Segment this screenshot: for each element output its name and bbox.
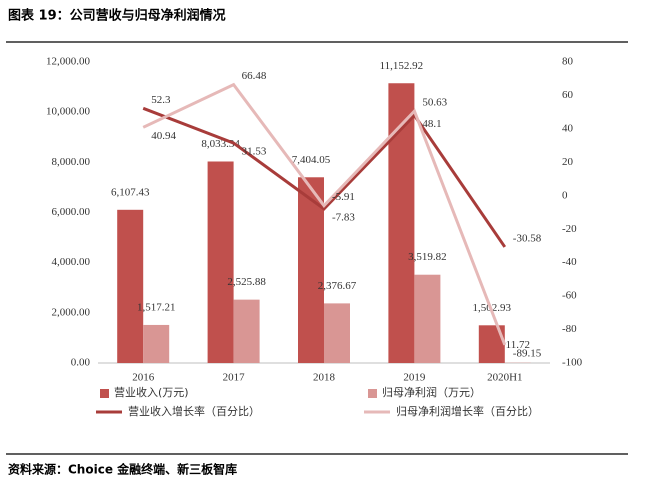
line-label: 48.1 bbox=[422, 118, 441, 130]
y-tick-label: 0.00 bbox=[71, 357, 91, 369]
line bbox=[142, 82, 507, 346]
line-label: 66.48 bbox=[242, 70, 267, 82]
y-tick-label: 2,000.00 bbox=[52, 306, 91, 318]
legend-swatch bbox=[100, 389, 109, 398]
x-tick-label: 2019 bbox=[403, 372, 426, 384]
y2-tick-label: -80 bbox=[562, 323, 577, 335]
y2-tick-label: 60 bbox=[562, 89, 574, 101]
bar bbox=[143, 324, 170, 363]
line-label: -30.58 bbox=[513, 232, 542, 244]
bar bbox=[298, 177, 324, 363]
source: 资料来源：Choice 金融终端、新三板智库 bbox=[8, 462, 237, 477]
legend-label: 营业收入(万元) bbox=[114, 385, 189, 399]
bar-label: 7,404.05 bbox=[292, 154, 331, 166]
y2-tick-label: -100 bbox=[562, 357, 583, 369]
legend-label: 归母净利润（万元） bbox=[382, 385, 481, 399]
bar bbox=[324, 303, 350, 363]
x-tick-label: 2020H1 bbox=[487, 372, 522, 384]
y-tick-label: 12,000.00 bbox=[46, 56, 91, 68]
y-tick-label: 4,000.00 bbox=[52, 256, 91, 268]
y-tick-label: 8,000.00 bbox=[52, 156, 91, 168]
chart-title: 图表 19：公司营收与归母净利润情况 bbox=[8, 8, 226, 24]
x-tick-label: 2016 bbox=[132, 372, 155, 384]
x-tick-label: 2017 bbox=[223, 372, 246, 384]
y-tick-label: 10,000.00 bbox=[46, 106, 91, 118]
line-label: 40.94 bbox=[151, 130, 176, 142]
line-label: 50.63 bbox=[422, 97, 447, 109]
y2-tick-label: 20 bbox=[562, 156, 574, 168]
line-label: 52.3 bbox=[151, 94, 171, 106]
line-label: -5.91 bbox=[332, 191, 355, 203]
y2-tick-label: 0 bbox=[562, 189, 568, 201]
bar bbox=[414, 274, 441, 363]
bar bbox=[117, 209, 144, 363]
line bbox=[142, 106, 507, 248]
y-tick-label: 6,000.00 bbox=[52, 206, 91, 218]
y2-tick-label: 80 bbox=[562, 56, 574, 68]
y2-tick-label: -40 bbox=[562, 256, 577, 268]
bar-label: 11,152.92 bbox=[380, 60, 424, 72]
bar-label: 11.72 bbox=[506, 339, 530, 351]
y2-tick-label: -60 bbox=[562, 290, 577, 302]
bar-label: 2,525.88 bbox=[227, 276, 266, 288]
legend-swatch bbox=[368, 389, 377, 398]
x-tick-label: 2018 bbox=[313, 372, 336, 384]
bar-label: 3,519.82 bbox=[408, 251, 447, 263]
bar bbox=[207, 161, 234, 363]
bar bbox=[233, 299, 260, 363]
legend-label: 归母净利润增长率（百分比） bbox=[396, 404, 539, 418]
line-label: 31.53 bbox=[242, 146, 267, 158]
line-label: -89.15 bbox=[513, 347, 542, 359]
legend-label: 营业收入增长率（百分比） bbox=[128, 404, 260, 418]
y2-tick-label: -20 bbox=[562, 223, 577, 235]
bar-label: 1,517.21 bbox=[137, 301, 176, 313]
bar-label: 2,376.67 bbox=[318, 280, 357, 292]
bar-label: 6,107.43 bbox=[111, 186, 150, 198]
line-label: -7.83 bbox=[332, 211, 355, 223]
y2-tick-label: 40 bbox=[562, 122, 574, 134]
